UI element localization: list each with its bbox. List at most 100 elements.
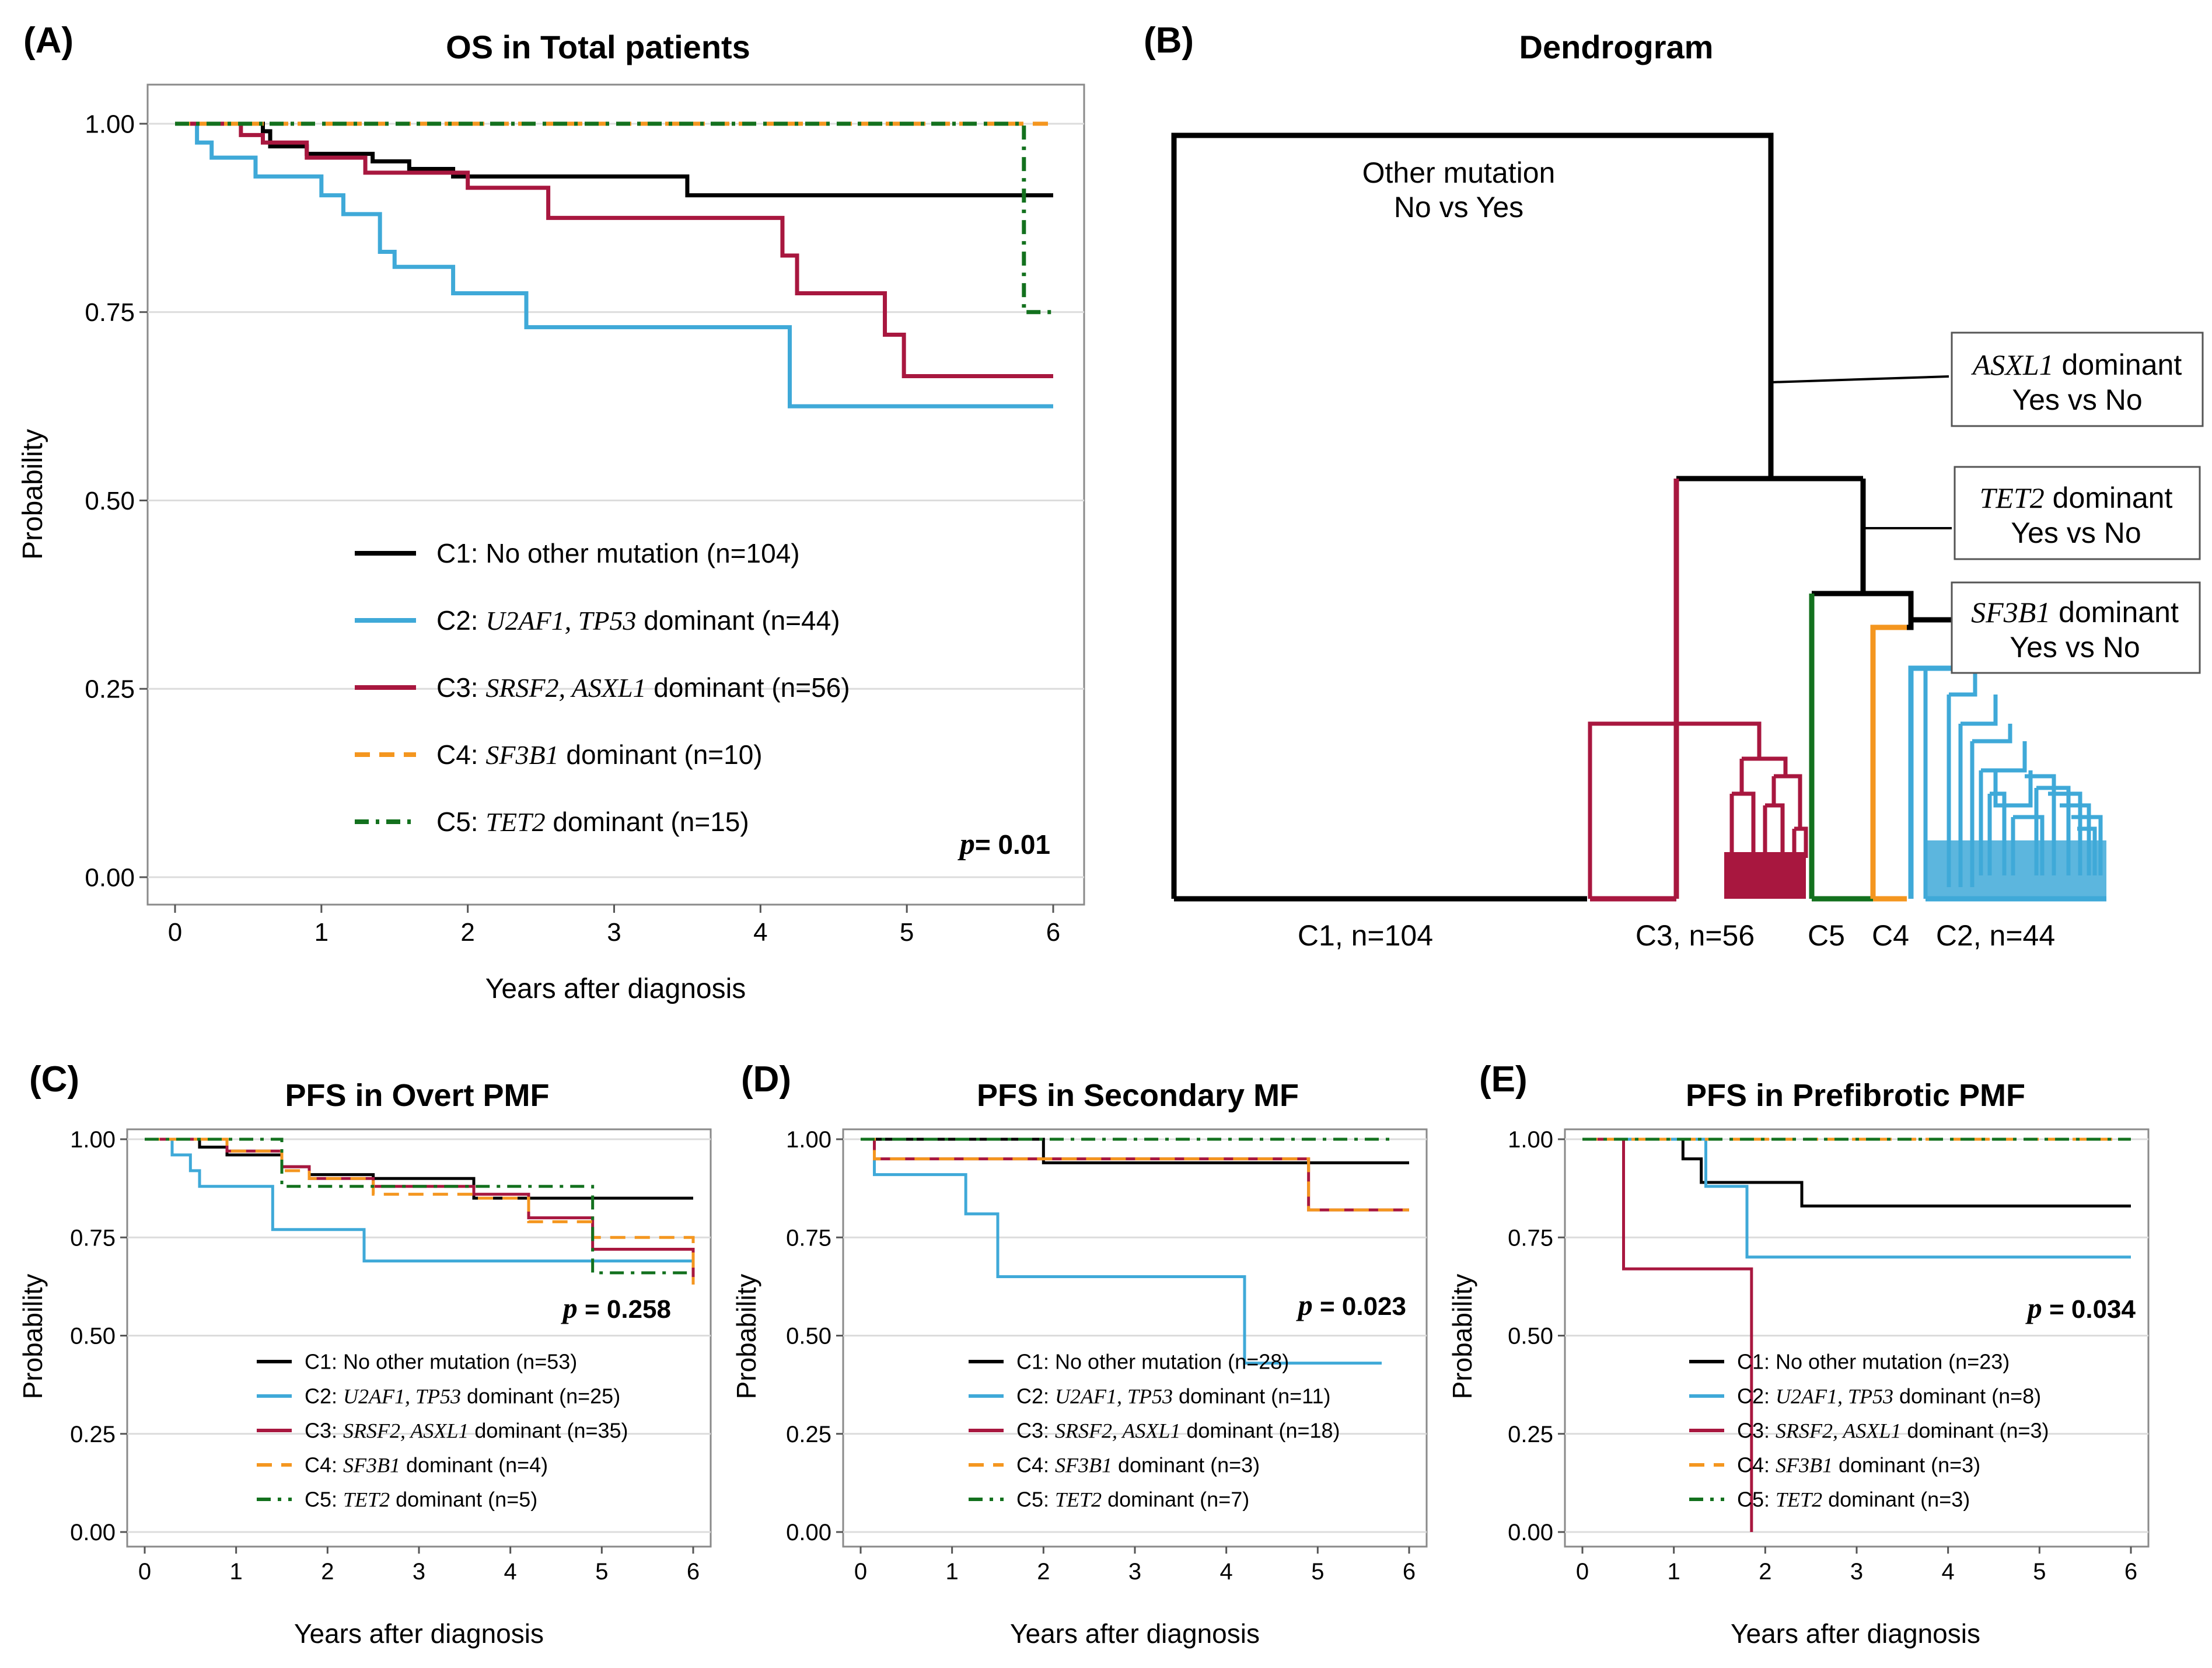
legend-label-a-c2: C2: U2AF1, TP53 dominant (n=44) [436,605,840,636]
series-a-c1 [175,121,1053,198]
xtick-label-d-2: 2 [1037,1559,1050,1585]
panel-b-title: Dendrogram [1519,29,1714,65]
panel-d-title: PFS in Secondary MF [977,1078,1299,1113]
ytick-label-a-4: 1.00 [85,110,135,138]
ytick-label-d-4: 1.00 [786,1127,831,1153]
leaf-label-c5: C5 [1808,919,1845,952]
legend-label-c-c1: C1: No other mutation (n=53) [305,1350,577,1374]
panel-e-legend: C1: No other mutation (n=23) C2: U2AF1, T… [1689,1350,2049,1512]
legend-label-c-c5: C5: TET2 dominant (n=5) [305,1488,537,1512]
series-d-c1 [861,1137,1409,1164]
panel-d-frame [842,1128,1428,1548]
legend-label-e-c5: C5: TET2 dominant (n=3) [1737,1488,1970,1512]
panel-d-tag: (D) [741,1059,791,1100]
legend-label-d-c3: C3: SRSF2, ASXL1 dominant (n=18) [1016,1419,1340,1443]
series-e-c1 [1582,1137,2131,1208]
panel-d-legend: C1: No other mutation (n=28) C2: U2AF1, T… [969,1350,1340,1512]
ytick-label-d-1: 0.25 [786,1422,831,1447]
legend-label-a-c5: C5: TET2 dominant (n=15) [436,807,749,837]
panel-d: (D) PFS in Secondary MF 0.00 0.25 0.50 0.75… [731,1059,1428,1649]
panel-d-series [861,1137,1409,1365]
leaf-label-c3: C3, n=56 [1636,919,1755,952]
panel-c: (C) PFS in Overt PMF 0.00 0.25 0.50 0.75 1.0… [18,1059,712,1649]
c5-vs-rest-branch [1812,591,1914,620]
ytick-label-a-1: 0.25 [85,675,135,704]
svg-text:Yes vs No: Yes vs No [2011,517,2141,549]
xtick-label-c-0: 0 [138,1559,151,1585]
xtick-label-c-4: 4 [504,1559,517,1585]
c3-subtree [1588,721,1808,902]
panel-e-ylabel: Probability [1447,1274,1477,1400]
ytick-label-c-1: 0.25 [70,1422,116,1447]
tet2-annotation-box: TET2 dominant Yes vs No [1954,466,2201,560]
panel-c-title: PFS in Overt PMF [285,1078,549,1113]
xtick-label-d-3: 3 [1128,1559,1141,1585]
xtick-label-e-1: 1 [1668,1559,1680,1585]
ytick-label-c-0: 0.00 [70,1520,116,1545]
legend-label-c-c4: C4: SF3B1 dominant (n=4) [305,1453,548,1477]
series-c-c5 [145,1137,693,1275]
xtick-label-e-5: 5 [2033,1559,2046,1585]
xtick-label-a-0: 0 [168,918,182,947]
c4-cluster [1870,624,1907,902]
panel-a-series [175,121,1053,409]
svg-text:TET2 dominant: TET2 dominant [1980,481,2173,514]
panel-a-frame [146,83,1085,906]
xtick-label-e-4: 4 [1942,1559,1955,1585]
svg-text:ASXL1 dominant: ASXL1 dominant [1971,348,2182,381]
ytick-label-c-3: 0.75 [70,1225,116,1251]
panel-a-ticks: 0.00 0.25 0.50 0.75 1.00 0 1 2 3 4 5 6 [85,110,1060,947]
xtick-label-a-1: 1 [314,918,329,947]
root-branch [1171,132,1774,899]
svg-text:Yes vs No: Yes vs No [2012,383,2142,416]
panel-b: (B) Dendrogram [1144,20,2204,952]
xtick-label-d-1: 1 [946,1559,959,1585]
legend-label-d-c4: C4: SF3B1 dominant (n=3) [1016,1453,1260,1477]
panel-e-pvalue: p = 0.034 [2025,1292,2136,1324]
panel-e-xlabel: Years after diagnosis [1731,1618,1980,1649]
panel-c-ticks: 0.00 0.25 0.50 0.75 1.00 0 1 2 3 4 5 6 [70,1127,700,1585]
legend-label-a-c1: C1: No other mutation (n=104) [436,538,800,568]
panel-c-ylabel: Probability [18,1274,48,1400]
xtick-label-c-2: 2 [321,1559,334,1585]
legend-label-a-c3: C3: SRSF2, ASXL1 dominant (n=56) [436,672,850,703]
ytick-label-a-3: 0.75 [85,298,135,327]
leaf-label-c4: C4 [1872,919,1909,952]
xtick-label-e-3: 3 [1850,1559,1863,1585]
series-d-c2 [861,1137,1382,1365]
legend-label-e-c3: C3: SRSF2, ASXL1 dominant (n=3) [1737,1419,2049,1443]
legend-label-d-c5: C5: TET2 dominant (n=7) [1016,1488,1249,1512]
ytick-label-a-2: 0.50 [85,487,135,515]
ytick-label-a-0: 0.00 [85,863,135,892]
xtick-label-d-5: 5 [1311,1559,1324,1585]
panel-b-tag: (B) [1144,20,1194,61]
ytick-label-c-2: 0.50 [70,1324,116,1349]
xtick-label-c-1: 1 [230,1559,243,1585]
ytick-label-e-3: 0.75 [1508,1225,1553,1251]
legend-label-c-c3: C3: SRSF2, ASXL1 dominant (n=35) [305,1419,628,1443]
legend-label-d-c2: C2: U2AF1, TP53 dominant (n=11) [1016,1384,1331,1408]
svg-text:Yes vs No: Yes vs No [2010,631,2140,664]
panel-a-pvalue: p= 0.01 [958,828,1050,861]
sf3b1-annotation-box: SF3B1 dominant Yes vs No [1951,581,2201,674]
series-e-c2 [1582,1137,2131,1259]
ytick-label-e-0: 0.00 [1508,1520,1553,1545]
xtick-label-d-6: 6 [1403,1559,1416,1585]
legend-label-e-c4: C4: SF3B1 dominant (n=3) [1737,1453,1980,1477]
legend-label-d-c1: C1: No other mutation (n=28) [1016,1350,1289,1374]
panel-d-pvalue: p = 0.023 [1296,1289,1406,1321]
xtick-label-d-4: 4 [1220,1559,1233,1585]
ytick-label-e-1: 0.25 [1508,1422,1553,1447]
panel-e-ticks: 0.00 0.25 0.50 0.75 1.00 0 1 2 3 4 5 6 [1508,1127,2137,1585]
panel-e-series [1582,1137,2131,1532]
legend-label-e-c1: C1: No other mutation (n=23) [1737,1350,2010,1374]
panel-e-title: PFS in Prefibrotic PMF [1686,1078,2025,1113]
panel-a-tag: (A) [23,20,74,61]
xtick-label-a-4: 4 [753,918,767,947]
panel-d-ticks: 0.00 0.25 0.50 0.75 1.00 0 1 2 3 4 5 6 [786,1127,1416,1585]
series-c-c4 [145,1137,695,1285]
panel-e-tag: (E) [1479,1059,1528,1100]
xtick-label-e-0: 0 [1576,1559,1589,1585]
panel-a-xlabel: Years after diagnosis [485,973,746,1004]
ytick-label-d-2: 0.50 [786,1324,831,1349]
